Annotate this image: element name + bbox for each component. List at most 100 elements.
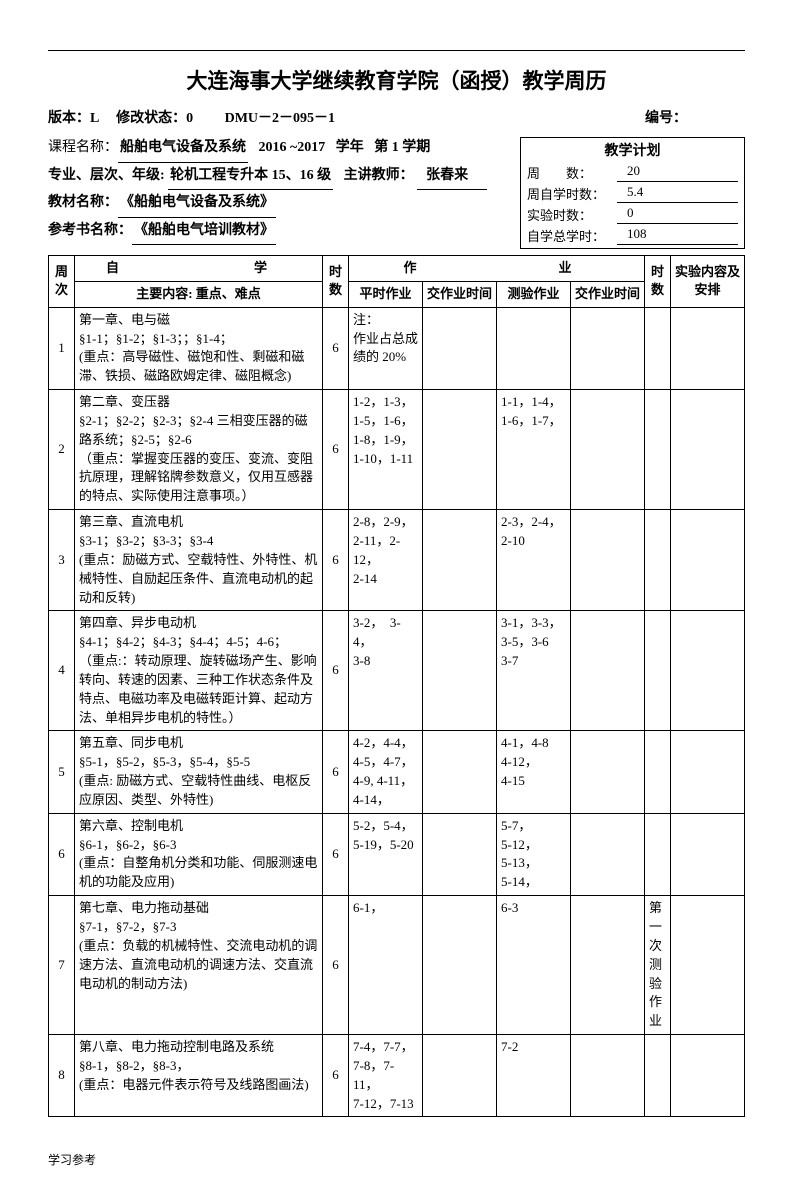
- cell-hw3: 6-3: [497, 896, 571, 1035]
- ref: 《船舶电气培训教材》: [132, 218, 276, 246]
- th-hours: 时数: [323, 256, 349, 308]
- course-line: 课程名称：船舶电气设备及系统 2016 ~2017 学年 第 1 学期: [48, 135, 520, 163]
- ref-label: 参考书名称：: [48, 223, 132, 238]
- cell-hw4: [571, 390, 645, 510]
- cell-hw2: [423, 611, 497, 731]
- footer-text: 学习参考: [48, 1151, 745, 1168]
- cell-week: 8: [49, 1035, 75, 1117]
- table-row: 1第一章、电与磁 §1-1；§1-2；§1-3；；§1-4； (重点：高导磁性、…: [49, 307, 745, 389]
- cell-week: 2: [49, 390, 75, 510]
- cell-study: 第三章、直流电机 §3-1；§3-2；§3-3；§3-4 (重点：励磁方式、空载…: [75, 510, 323, 611]
- serial-label: 编号：: [645, 107, 745, 127]
- cell-hw4: [571, 896, 645, 1035]
- plan-val-1: 5.4: [617, 184, 738, 203]
- term-label: 第: [374, 140, 388, 155]
- cell-hours: 6: [323, 896, 349, 1035]
- th-homework-top: 作 业: [349, 256, 645, 282]
- plan-row-2: 实验时数： 0: [521, 204, 744, 225]
- cell-hw3: 3-1，3-3， 3-5，3-6 3-7: [497, 611, 571, 731]
- cell-exp: [671, 390, 745, 510]
- teacher-label: 主讲教师：: [344, 168, 414, 183]
- plan-row-0: 周 数： 20: [521, 162, 744, 183]
- version-row: 版本：L 修改状态：0 DMU－2－095－1 编号：: [48, 107, 745, 127]
- table-row: 5第五章、同步电机 §5-1，§5-2，§5-3，§5-4，§5-5 (重点: …: [49, 731, 745, 813]
- table-row: 7第七章、电力拖动基础 §7-1，§7-2，§7-3 (重点：负载的机械特性、交…: [49, 896, 745, 1035]
- cell-hw1: 1-2，1-3， 1-5，1-6， 1-8，1-9， 1-10，1-11: [349, 390, 423, 510]
- term: 1: [392, 140, 399, 155]
- cell-hw3: 1-1，1-4， 1-6，1-7，: [497, 390, 571, 510]
- table-row: 3第三章、直流电机 §3-1；§3-2；§3-3；§3-4 (重点：励磁方式、空…: [49, 510, 745, 611]
- table-body: 1第一章、电与磁 §1-1；§1-2；§1-3；；§1-4； (重点：高导磁性、…: [49, 307, 745, 1117]
- version-value: L: [90, 111, 99, 126]
- cell-hw2: [423, 1035, 497, 1117]
- plan-label-3: 自学总学时：: [527, 226, 617, 245]
- doc-code: DMU－2－095－1: [225, 111, 335, 126]
- cell-hours: 6: [323, 390, 349, 510]
- plan-val-2: 0: [617, 205, 738, 224]
- cell-hours: 6: [323, 813, 349, 895]
- cell-hw3: [497, 307, 571, 389]
- table-head: 周次 自 学 时数 作 业 时数 实验内容及安排 主要内容: 重点、难点 平时作…: [49, 256, 745, 308]
- plan-label-2: 实验时数：: [527, 205, 617, 224]
- cell-hw2: [423, 510, 497, 611]
- cell-hours: 6: [323, 1035, 349, 1117]
- cell-hw2: [423, 731, 497, 813]
- cell-hours2: [645, 813, 671, 895]
- cell-hw3: 2-3，2-4， 2-10: [497, 510, 571, 611]
- version-left: 版本：L 修改状态：0 DMU－2－095－1: [48, 107, 645, 127]
- cell-study: 第一章、电与磁 §1-1；§1-2；§1-3；；§1-4； (重点：高导磁性、磁…: [75, 307, 323, 389]
- course-name: 船舶电气设备及系统: [118, 135, 248, 163]
- textbook: 《船舶电气设备及系统》: [118, 190, 276, 218]
- cell-hw2: [423, 896, 497, 1035]
- th-hw2: 交作业时间: [423, 281, 497, 307]
- cell-exp: [671, 896, 745, 1035]
- cell-hours2: [645, 731, 671, 813]
- th-hw4: 交作业时间: [571, 281, 645, 307]
- rev-label: 修改状态：: [116, 111, 186, 126]
- term-suffix: 学期: [402, 140, 430, 155]
- plan-box: 教学计划 周 数： 20 周自学时数： 5.4 实验时数： 0 自学总学时： 1…: [520, 137, 745, 249]
- cell-study: 第八章、电力拖动控制电路及系统 §8-1，§8-2，§8-3， (重点：电器元件…: [75, 1035, 323, 1117]
- cell-hw2: [423, 307, 497, 389]
- cell-study: 第二章、变压器 §2-1；§2-2；§2-3；§2-4 三相变压器的磁路系统；§…: [75, 390, 323, 510]
- cell-study: 第五章、同步电机 §5-1，§5-2，§5-3，§5-4，§5-5 (重点: 励…: [75, 731, 323, 813]
- cell-exp: [671, 611, 745, 731]
- major-label: 专业、层次、年级:: [48, 168, 165, 183]
- cell-hours2: [645, 510, 671, 611]
- table-row: 6第六章、控制电机 §6-1，§6-2，§6-3 (重点：自整角机分类和功能、伺…: [49, 813, 745, 895]
- cell-week: 3: [49, 510, 75, 611]
- cell-hw3: 7-2: [497, 1035, 571, 1117]
- cell-hw4: [571, 510, 645, 611]
- cell-week: 6: [49, 813, 75, 895]
- cell-hw3: 5-7， 5-12， 5-13， 5-14，: [497, 813, 571, 895]
- cell-week: 5: [49, 731, 75, 813]
- cell-hw4: [571, 307, 645, 389]
- th-hw3: 测验作业: [497, 281, 571, 307]
- plan-label-1: 周自学时数：: [527, 184, 617, 203]
- th-week: 周次: [49, 256, 75, 308]
- rev-value: 0: [186, 111, 193, 126]
- cell-study: 第七章、电力拖动基础 §7-1，§7-2，§7-3 (重点：负载的机械特性、交流…: [75, 896, 323, 1035]
- cell-exp: [671, 731, 745, 813]
- cell-hw1: 5-2，5-4， 5-19，5-20: [349, 813, 423, 895]
- th-study-sub: 主要内容: 重点、难点: [75, 281, 323, 307]
- cell-hw1: 6-1，: [349, 896, 423, 1035]
- cell-exp: [671, 813, 745, 895]
- version-label: 版本：: [48, 111, 90, 126]
- cell-week: 4: [49, 611, 75, 731]
- cell-hw1: 2-8，2-9， 2-11，2-12， 2-14: [349, 510, 423, 611]
- cell-hw1: 3-2， 3-4， 3-8: [349, 611, 423, 731]
- plan-row-1: 周自学时数： 5.4: [521, 183, 744, 204]
- cell-hw4: [571, 813, 645, 895]
- page-title: 大连海事大学继续教育学院（函授）教学周历: [48, 65, 745, 95]
- schedule-table: 周次 自 学 时数 作 业 时数 实验内容及安排 主要内容: 重点、难点 平时作…: [48, 255, 745, 1117]
- cell-hw1: 7-4，7-7， 7-8，7-11， 7-12，7-13: [349, 1035, 423, 1117]
- cell-hw2: [423, 390, 497, 510]
- table-row: 2第二章、变压器 §2-1；§2-2；§2-3；§2-4 三相变压器的磁路系统；…: [49, 390, 745, 510]
- th-exp: 实验内容及安排: [671, 256, 745, 308]
- table-row: 8第八章、电力拖动控制电路及系统 §8-1，§8-2，§8-3， (重点：电器元…: [49, 1035, 745, 1117]
- cell-study: 第四章、异步电动机 §4-1；§4-2；§4-3；§4-4；4-5；4-6； （…: [75, 611, 323, 731]
- cell-hours2: [645, 611, 671, 731]
- cell-exp: [671, 510, 745, 611]
- cell-study: 第六章、控制电机 §6-1，§6-2，§6-3 (重点：自整角机分类和功能、伺服…: [75, 813, 323, 895]
